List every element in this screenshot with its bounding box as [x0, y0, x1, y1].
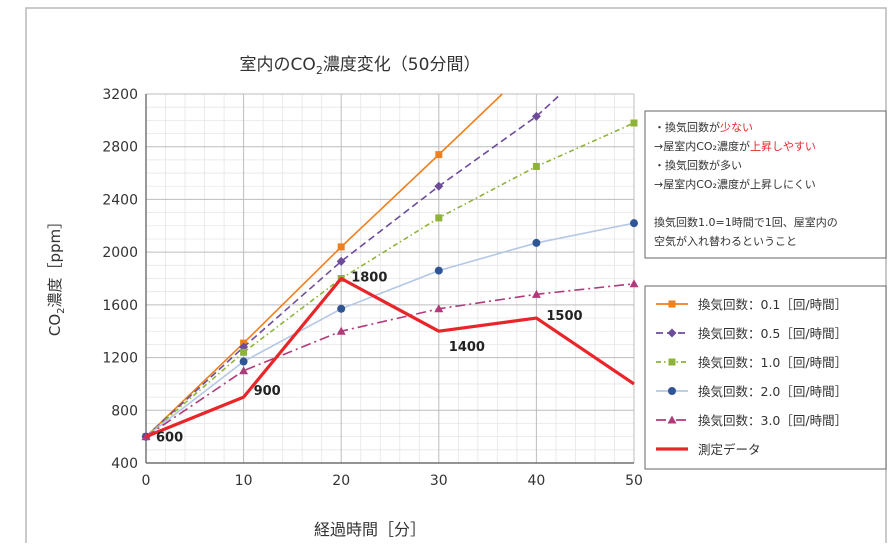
x-axis-label: 経過時間［分］ — [314, 520, 426, 539]
series-2-point — [531, 111, 541, 121]
data-label: 600 — [156, 431, 183, 446]
y-tick-label: 2400 — [102, 192, 138, 208]
note-line: ・換気回数が少ない — [654, 120, 753, 134]
x-tick-label: 40 — [527, 473, 545, 489]
series-5-point — [531, 289, 541, 298]
series-2-point — [336, 256, 346, 266]
note-box — [644, 110, 887, 259]
legend-marker-1 — [668, 300, 676, 308]
y-axis-label-prefix: CO — [46, 314, 64, 336]
series-4-point — [337, 304, 346, 313]
x-tick-label: 10 — [235, 473, 253, 489]
chart-title-prefix: 室内のCO — [240, 55, 316, 75]
series-1-point — [435, 151, 443, 159]
legend-marker-2 — [667, 328, 677, 338]
note-line: 空気が入れ替わるということ — [654, 234, 797, 248]
legend-label-6: 測定データ — [698, 442, 761, 457]
legend-label-4: 換気回数：2.0［回/時間］ — [698, 384, 847, 399]
note-line: →屋室内CO₂濃度が上昇しにくい — [654, 177, 816, 191]
series-3-point — [240, 348, 248, 356]
series-line-6 — [145, 276, 635, 439]
chart-title-subscript: 2 — [316, 64, 323, 77]
data-labels: 600 900 1800 1400 1500 — [156, 271, 583, 446]
note-line: 換気回数1.0=1時間で1回、屋室内の — [654, 215, 838, 229]
x-tick-label: 30 — [430, 473, 448, 489]
note-segment: 上昇しやすい — [750, 140, 816, 153]
y-axis-label-subscript: 2 — [56, 308, 67, 314]
legend-box — [644, 285, 887, 470]
note-line: →屋室内CO₂濃度が上昇しやすい — [654, 139, 816, 153]
note-text: ・換気回数が少ない →屋室内CO₂濃度が上昇しやすい・換気回数が多い →屋室内CO₂… — [654, 120, 838, 248]
note-segment: ・換気回数が多い — [654, 158, 742, 172]
series-line-3 — [145, 122, 635, 438]
y-axis-label-suffix: 濃度［ppm］ — [46, 214, 64, 308]
chart-title-suffix: 濃度変化（50分間） — [323, 55, 481, 75]
grid — [145, 93, 635, 464]
series-1-point — [337, 243, 345, 251]
legend-marker-4 — [668, 387, 676, 395]
legend-marker-3 — [668, 358, 676, 366]
data-label: 1500 — [546, 309, 582, 324]
note-segment: 空気が入れ替わるということ — [654, 234, 797, 248]
series-2-point — [434, 181, 444, 191]
legend-label-2: 換気回数：0.5［回/時間］ — [698, 326, 847, 341]
chart-title: 室内のCO2濃度変化（50分間） — [240, 55, 481, 77]
series-line-4 — [145, 222, 635, 438]
axes: 400 800 1200 1600 2000 2400 2800 3200 0 10 20 30 40 5… — [102, 87, 643, 489]
series-3-point — [630, 119, 638, 127]
series-4-point — [239, 357, 248, 366]
series — [141, 93, 639, 442]
note-segment: 換気回数1.0=1時間で1回、屋室内の — [654, 215, 838, 229]
series-4-point — [532, 238, 541, 247]
series-5-point — [239, 366, 249, 375]
x-tick-label: 20 — [332, 473, 350, 489]
series-4-point — [434, 266, 443, 275]
series-5-point — [629, 279, 639, 288]
data-label: 1400 — [449, 340, 485, 355]
series-3-point — [435, 214, 443, 222]
note-segment: 少ない — [720, 121, 753, 134]
legend: 換気回数：0.1［回/時間］ 換気回数：0.5［回/時間］ 換気回数：1.0［回/時… — [656, 297, 847, 457]
note-segment: →屋室内CO₂濃度が — [654, 139, 750, 153]
y-tick-label: 2000 — [102, 245, 138, 261]
series-line-2 — [145, 93, 562, 438]
y-tick-label: 3200 — [102, 87, 138, 103]
legend-label-5: 換気回数：3.0［回/時間］ — [698, 413, 847, 428]
y-tick-label: 800 — [111, 403, 138, 419]
note-segment: →屋室内CO₂濃度が上昇しにくい — [654, 177, 816, 191]
y-axis-label: CO2濃度［ppm］ — [46, 214, 67, 336]
legend-marker-5 — [667, 415, 677, 424]
data-label: 1800 — [351, 271, 387, 286]
series-5-point — [336, 326, 346, 335]
y-tick-label: 2800 — [102, 140, 138, 156]
y-tick-label: 1200 — [102, 351, 138, 367]
y-tick-label: 400 — [111, 456, 138, 472]
series-3-point — [532, 162, 540, 170]
y-tick-label: 1600 — [102, 298, 138, 314]
note-line: ・換気回数が多い — [654, 158, 742, 172]
data-label: 900 — [254, 384, 281, 399]
x-tick-label: 50 — [625, 473, 643, 489]
note-segment: ・換気回数が — [654, 120, 720, 134]
legend-label-3: 換気回数：1.0［回/時間］ — [698, 355, 847, 370]
x-tick-label: 0 — [142, 473, 151, 489]
series-5-point — [434, 304, 444, 313]
legend-label-1: 換気回数：0.1［回/時間］ — [698, 297, 847, 312]
series-4-point — [630, 219, 638, 228]
